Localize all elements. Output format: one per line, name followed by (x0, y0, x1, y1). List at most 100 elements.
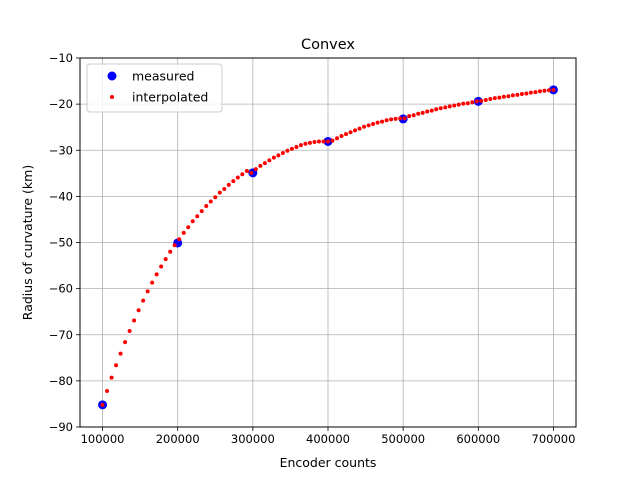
interpolated-point (285, 148, 290, 153)
interpolated-point (249, 170, 254, 175)
legend-frame (86, 63, 223, 113)
interpolated-point (420, 110, 425, 115)
grid-layer (80, 57, 576, 428)
interpolated-point (465, 101, 470, 106)
interpolated-point (177, 237, 182, 242)
legend: measured interpolated (86, 63, 223, 113)
interpolated-point (159, 264, 164, 269)
interpolated-point (434, 107, 439, 112)
interpolated-point (253, 167, 258, 172)
interpolated-point (452, 103, 457, 108)
interpolated-point (226, 182, 231, 187)
interpolated-point (316, 139, 321, 144)
interpolated-point (172, 243, 177, 248)
interpolated-point (145, 289, 150, 294)
interpolated-point (416, 111, 421, 116)
interpolated-point (294, 145, 299, 150)
interpolated-point (380, 119, 385, 124)
interpolated-point (335, 136, 340, 141)
legend-label-interpolated: interpolated (132, 90, 208, 105)
interpolated-point (515, 92, 520, 97)
interpolated-point (393, 116, 398, 121)
interpolated-point (271, 155, 276, 160)
interpolated-point (208, 199, 213, 204)
y-tick-label: −50 (49, 236, 73, 250)
interpolated-point (163, 257, 168, 262)
x-tick-label: 200000 (156, 432, 200, 446)
interpolated-point (362, 124, 367, 129)
interpolated-point (186, 225, 191, 230)
interpolated-point (136, 308, 141, 313)
interpolated-point (479, 98, 484, 103)
y-tick-label: −30 (49, 143, 73, 157)
interpolated-point (398, 116, 403, 121)
y-tick-label: −10 (49, 51, 73, 65)
legend-marker-interpolated (110, 95, 114, 99)
y-tick-label: −20 (49, 97, 73, 111)
ticks-layer: 100000 200000 300000 400000 500000 600000 7000… (49, 51, 576, 446)
interpolated-point (303, 141, 308, 146)
y-axis-label: Radius of curvature (km) (20, 165, 35, 320)
interpolated-point (298, 143, 303, 148)
interpolated-point (366, 123, 371, 128)
interpolated-point (280, 151, 285, 156)
interpolated-point (501, 94, 506, 99)
interpolated-point (276, 153, 281, 158)
interpolated-point (483, 97, 488, 102)
x-tick-label: 300000 (231, 432, 275, 446)
interpolated-point (267, 158, 272, 163)
interpolated-point (330, 138, 335, 143)
interpolated-point (425, 109, 430, 114)
chart-title: Convex (301, 37, 355, 53)
interpolated-point (470, 100, 475, 105)
interpolated-point (195, 214, 200, 219)
interpolated-point (506, 94, 511, 99)
interpolated-point (244, 169, 249, 174)
interpolated-point (542, 88, 547, 93)
interpolated-point (100, 402, 105, 407)
interpolated-point (438, 106, 443, 111)
interpolated-point (231, 179, 236, 184)
interpolated-point (402, 116, 407, 121)
y-tick-label: −40 (49, 189, 73, 203)
interpolated-point (217, 190, 222, 195)
interpolated-point (213, 195, 218, 200)
interpolated-point (235, 175, 240, 180)
interpolated-point (127, 329, 132, 334)
interpolated-point (168, 249, 173, 254)
interpolated-point (289, 146, 294, 151)
interpolated-point (510, 93, 515, 98)
interpolated-point (312, 139, 317, 144)
interpolated-point (307, 140, 312, 145)
interpolated-point (123, 340, 128, 345)
legend-marker-measured (107, 71, 117, 81)
interpolated-point (348, 130, 353, 135)
interpolated-point (154, 272, 159, 277)
interpolated-point (353, 128, 358, 133)
interpolated-point (262, 161, 267, 166)
interpolated-point (222, 186, 227, 191)
x-tick-label: 100000 (81, 432, 125, 446)
interpolated-point (199, 209, 204, 214)
interpolated-point (132, 318, 137, 323)
interpolated-point (407, 114, 412, 119)
interpolated-point (204, 204, 209, 209)
interpolated-point (326, 139, 330, 144)
y-tick-label: −70 (49, 328, 73, 342)
interpolated-point (118, 351, 123, 356)
interpolated-point (339, 133, 344, 138)
interpolated-point (375, 120, 380, 125)
interpolated-point (551, 87, 556, 92)
interpolated-point (443, 105, 448, 110)
interpolated-point (141, 298, 146, 303)
interpolated-point (474, 99, 479, 104)
series-layer (98, 85, 558, 410)
legend-label-measured: measured (132, 69, 194, 84)
interpolated-point (357, 126, 362, 131)
y-tick-label: −80 (49, 374, 73, 388)
interpolated-point (389, 117, 394, 122)
interpolated-point (429, 108, 434, 113)
interpolated-point (371, 121, 376, 126)
